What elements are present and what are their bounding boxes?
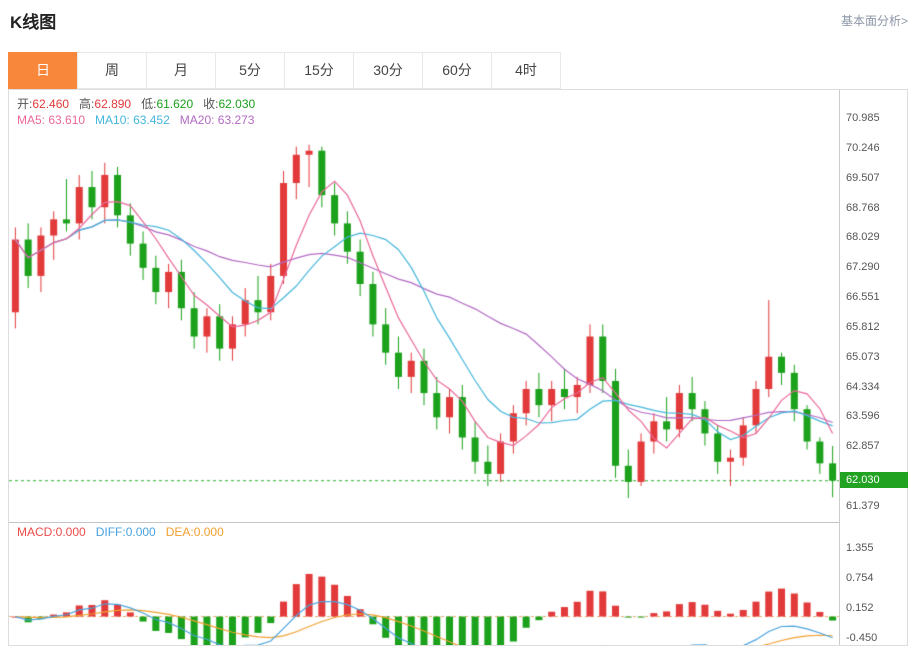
page-title: K线图 <box>10 13 57 32</box>
tab-4时[interactable]: 4时 <box>491 52 561 89</box>
chart-container: 开:62.460 高:62.890 低:61.620 收:62.030 MA5: 63… <box>8 89 908 646</box>
axis-tick-label: 65.073 <box>846 351 880 363</box>
fundamental-analysis-link[interactable]: 基本面分析> <box>840 14 908 28</box>
price-axis: 62.030 70.985 70.246 69.507 68.768 68.029 67.… <box>839 90 908 645</box>
tab-日[interactable]: 日 <box>8 52 78 89</box>
axis-tick-label: 0.754 <box>846 572 874 584</box>
axis-tick-label: 66.551 <box>846 291 880 303</box>
axis-tick-label: 1.355 <box>846 542 874 554</box>
kline-chart-canvas[interactable] <box>9 90 839 645</box>
tab-周[interactable]: 周 <box>77 52 147 89</box>
tab-月[interactable]: 月 <box>146 52 216 89</box>
timeframe-tabs: 日周月 5分 15分 30分 60分 4时 <box>8 52 561 89</box>
axis-tick-label: 63.596 <box>846 410 880 422</box>
axis-tick-label: 70.985 <box>846 112 880 124</box>
axis-tick-label: 64.334 <box>846 381 880 393</box>
tab-5分[interactable]: 5分 <box>215 52 285 89</box>
axis-tick-label: 68.029 <box>846 231 880 243</box>
tab-15分[interactable]: 15分 <box>284 52 354 89</box>
axis-tick-label: 70.246 <box>846 142 880 154</box>
axis-tick-label: 61.379 <box>846 500 880 512</box>
axis-tick-label: 65.812 <box>846 321 880 333</box>
tab-30分[interactable]: 30分 <box>353 52 423 89</box>
axis-tick-label: 62.857 <box>846 440 880 452</box>
current-price-tag: 62.030 <box>840 472 908 488</box>
axis-tick-label: 69.507 <box>846 172 880 184</box>
axis-tick-label: 0.152 <box>846 602 874 614</box>
axis-tick-label: 68.768 <box>846 202 880 214</box>
axis-tick-label: 67.290 <box>846 261 880 273</box>
axis-tick-label: -0.450 <box>846 632 878 644</box>
tab-60分[interactable]: 60分 <box>422 52 492 89</box>
panel-separator <box>9 522 907 523</box>
